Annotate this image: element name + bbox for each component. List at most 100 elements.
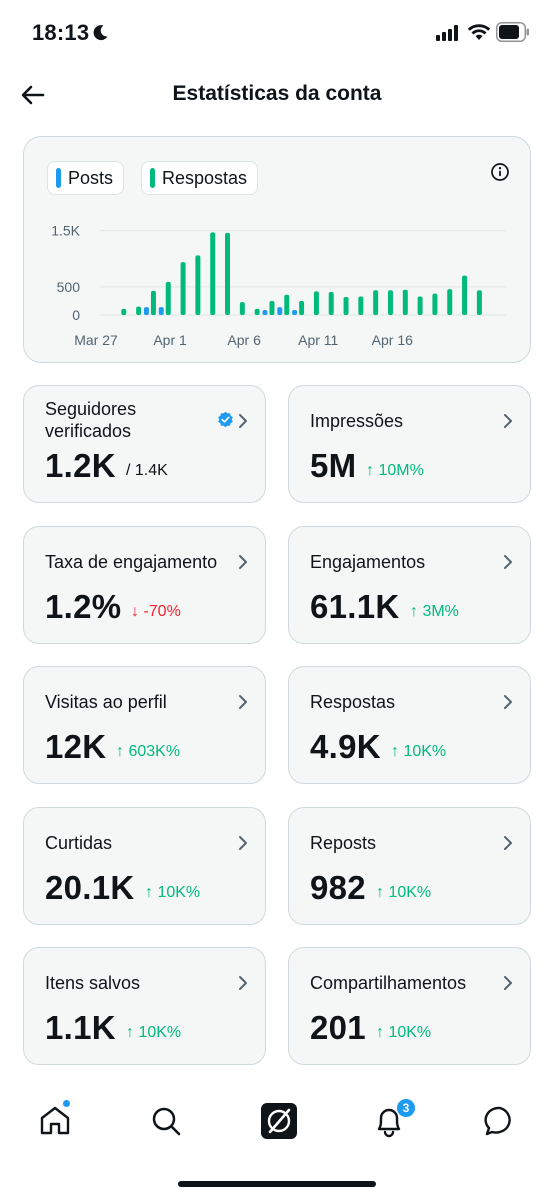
stat-card[interactable]: Reposts 982 ↑ 10K% [288,807,531,925]
respostas-bar [476,290,482,315]
stat-change: ↑ 10K% [391,743,447,760]
stat-card[interactable]: Visitas ao perfil 12K ↑ 603K% [23,666,266,784]
respostas-bar [150,290,156,315]
y-tick-label: 0 [72,307,80,323]
stat-label: Curtidas [45,833,113,853]
respostas-bar [180,262,186,315]
stat-value: 982 [310,869,366,906]
home-unread-dot [62,1099,71,1108]
stat-change: ↓ -70% [131,603,181,620]
posts-bar [277,307,283,315]
respostas-bar [373,290,379,315]
x-tick-label: Apr 1 [153,332,187,348]
chevron-right-icon [239,414,247,428]
stat-value: 5M [310,447,357,484]
respostas-bar [328,291,334,315]
moon-icon [93,25,108,41]
chart-card: Posts Respostas 1.5K 500 0 Mar 27 Apr 1 Apr 6… [23,136,531,363]
wifi-icon [467,24,491,40]
respostas-bar [343,297,349,315]
stat-label: Itens salvos [45,973,141,993]
stat-change: ↑ 10M% [366,462,424,479]
legend-posts-label: Posts [68,167,114,188]
verified-badge-icon [218,411,233,428]
respostas-bar [165,281,171,315]
stat-label: Reposts [310,833,377,853]
stat-card[interactable]: Curtidas 20.1K ↑ 10K% [23,807,266,925]
y-tick-label: 500 [57,279,81,295]
posts-bar [158,307,164,315]
stat-card[interactable]: Taxa de engajamento 1.2% ↓ -70% [23,526,266,644]
legend-respostas[interactable]: Respostas [141,161,259,195]
home-icon[interactable] [38,1104,72,1138]
status-time: 18:13 [32,20,90,45]
grok-icon[interactable] [260,1102,298,1140]
stat-card[interactable]: Respostas 4.9K ↑ 10K% [288,666,531,784]
stat-change: ↑ 10K% [126,1024,182,1041]
chevron-right-icon [504,555,512,569]
stat-value: 1.2% [45,588,122,625]
respostas-bar [254,308,260,315]
stat-card[interactable]: Engajamentos 61.1K ↑ 3M% [288,526,531,644]
respostas-bar [447,289,453,315]
respostas-bar [417,296,423,315]
stat-change: ↑ 3M% [410,603,459,620]
stat-value: 1.1K [45,1009,116,1046]
chevron-right-icon [504,414,512,428]
stat-value: 12K [45,728,107,765]
respostas-bar [358,296,364,315]
notifications-badge: 3 [396,1098,416,1118]
back-arrow-icon[interactable] [18,80,48,110]
stat-change: ↑ 10K% [145,884,201,901]
respostas-bar [269,300,275,315]
stat-value: 1.2K [45,447,116,484]
respostas-bar [402,289,408,315]
respostas-bar [121,308,127,315]
x-tick-label: Mar 27 [74,332,118,348]
stat-label: Respostas [310,692,396,712]
respostas-bar [136,306,142,315]
notifications-icon[interactable] [372,1104,406,1138]
page-title: Estatísticas da conta [172,82,382,105]
status-bar: 18:13 [0,0,554,66]
stat-card[interactable]: Impressões 5M ↑ 10M% [288,385,531,503]
stat-total: / 1.4K [126,462,168,479]
posts-bar [143,307,149,315]
stat-label: Seguidores verificados [45,399,137,441]
y-tick-label: 1.5K [51,223,80,239]
chevron-right-icon [239,976,247,990]
respostas-bar [313,291,319,315]
respostas-bar [284,294,290,315]
messages-icon[interactable] [483,1104,517,1138]
stat-change: ↑ 10K% [376,884,432,901]
respostas-bar [462,275,468,315]
chevron-right-icon [239,555,247,569]
stat-card[interactable]: Seguidores verificados 1.2K / 1.4K [23,385,266,503]
battery-icon [496,22,529,42]
info-icon[interactable] [490,162,510,182]
legend-posts[interactable]: Posts [47,161,125,195]
stat-label: Visitas ao perfil [45,692,167,712]
search-icon[interactable] [149,1104,183,1138]
x-tick-label: Apr 6 [227,332,261,348]
respostas-bar [210,232,216,315]
stat-change: ↑ 10K% [376,1024,432,1041]
stat-value: 61.1K [310,588,400,625]
home-indicator [178,1181,376,1187]
cellular-signal-icon [436,25,458,41]
legend-respostas-label: Respostas [162,167,248,188]
bar-chart: 1.5K 500 0 Mar 27 Apr 1 Apr 6 Apr 11 Apr 16 [51,223,506,348]
legend-posts-swatch [56,168,61,188]
stat-value: 4.9K [310,728,381,765]
chevron-right-icon [239,695,247,709]
stat-label: Engajamentos [310,552,426,572]
chevron-right-icon [504,695,512,709]
posts-bar [262,309,268,315]
stat-card[interactable]: Compartilhamentos 201 ↑ 10K% [288,947,531,1065]
x-tick-label: Apr 11 [298,332,338,348]
chevron-right-icon [504,976,512,990]
stat-label: Impressões [310,411,404,431]
stat-card[interactable]: Itens salvos 1.1K ↑ 10K% [23,947,266,1065]
respostas-bar [225,232,231,315]
respostas-bar [387,290,393,315]
